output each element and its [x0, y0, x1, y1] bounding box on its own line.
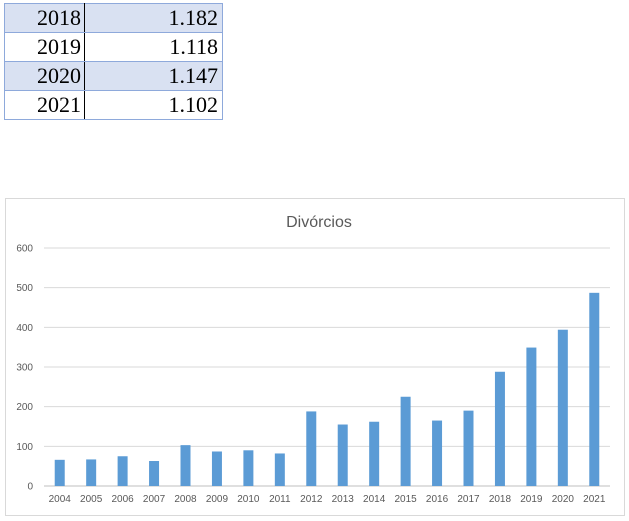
bar-chart: Divórcios 0 100 200 300 400 500 600 2004 2005 20…: [16, 214, 610, 505]
x-tick-label: 2016: [426, 494, 449, 505]
x-tick-label: 2007: [143, 494, 166, 505]
bar-2020: [557, 329, 568, 486]
table-cell-value: 1.147: [84, 61, 223, 91]
x-tick-label: 2013: [332, 494, 355, 505]
bar-2012: [306, 411, 317, 486]
table-cell-year: 2020: [4, 61, 85, 91]
bar-2015: [400, 396, 411, 486]
x-tick-label: 2019: [520, 494, 543, 505]
table-cell-year: 2018: [4, 3, 85, 33]
table-row: 2019 1.118: [4, 32, 223, 62]
y-tick-label: 500: [16, 283, 33, 294]
bar-2007: [149, 461, 160, 486]
chart-area: Divórcios 0 100 200 300 400 500 600 2004 2005 20…: [5, 198, 625, 516]
x-tick-label: 2006: [111, 494, 134, 505]
x-tick-label: 2015: [394, 494, 417, 505]
bar-2010: [243, 450, 254, 486]
bar-2008: [180, 445, 191, 486]
x-tick-label: 2020: [552, 494, 575, 505]
bar-2005: [86, 459, 97, 486]
y-tick-label: 0: [27, 482, 33, 493]
bar-2011: [274, 453, 285, 486]
table-row: 2020 1.147: [4, 61, 223, 91]
bar-2016: [432, 420, 443, 486]
bar-2004: [54, 459, 65, 486]
bar-2014: [369, 421, 380, 486]
table-cell-value: 1.182: [84, 3, 223, 33]
x-tick-label: 2008: [174, 494, 197, 505]
x-tick-label: 2018: [489, 494, 512, 505]
bar-2021: [589, 292, 600, 486]
x-tick-label: 2012: [300, 494, 323, 505]
x-tick-label: 2010: [237, 494, 260, 505]
bar-2009: [211, 451, 222, 486]
bar-2013: [337, 424, 348, 486]
bar-2018: [494, 371, 505, 486]
table-row: 2018 1.182: [4, 3, 223, 33]
x-tick-label: 2017: [457, 494, 480, 505]
x-tick-label: 2005: [80, 494, 103, 505]
x-tick-label: 2011: [269, 494, 291, 505]
table-cell-value: 1.102: [84, 90, 223, 120]
data-table: 2018 1.182 2019 1.118 2020 1.147 2021 1.102: [4, 3, 223, 120]
table-cell-year: 2021: [4, 90, 85, 120]
y-tick-label: 300: [16, 363, 33, 374]
y-tick-label: 400: [16, 323, 33, 334]
table-row: 2021 1.102: [4, 90, 223, 120]
chart-title: Divórcios: [286, 214, 352, 231]
y-tick-label: 200: [16, 402, 33, 413]
table-cell-year: 2019: [4, 32, 85, 62]
x-tick-label: 2009: [206, 494, 229, 505]
x-tick-label: 2021: [583, 494, 606, 505]
y-tick-label: 600: [16, 244, 33, 255]
bar-2006: [117, 456, 128, 486]
x-tick-label: 2014: [363, 494, 386, 505]
bar-2019: [526, 347, 537, 486]
table-cell-value: 1.118: [84, 32, 223, 62]
y-tick-label: 100: [16, 442, 33, 453]
bar-2017: [463, 410, 474, 486]
x-tick-label: 2004: [49, 494, 72, 505]
